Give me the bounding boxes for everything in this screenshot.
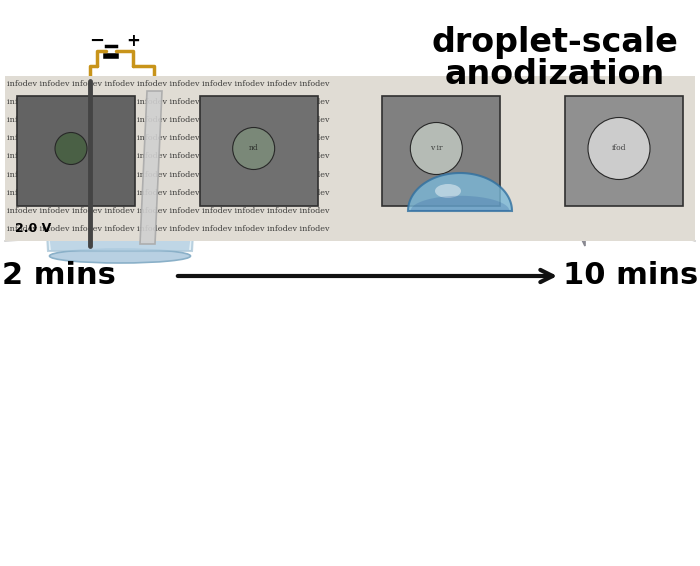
- Text: infodev infodev infodev infodev infodev infodev infodev infodev infodev infodev: infodev infodev infodev infodev infodev …: [7, 188, 332, 197]
- Text: nd: nd: [248, 144, 258, 152]
- Polygon shape: [278, 158, 307, 194]
- Polygon shape: [370, 179, 585, 233]
- Polygon shape: [565, 179, 585, 246]
- Text: ifod: ifod: [612, 144, 626, 152]
- Bar: [382, 96, 500, 205]
- Bar: [5, 76, 695, 241]
- Text: infodev infodev infodev infodev infodev infodev infodev infodev infodev infodev: infodev infodev infodev infodev infodev …: [7, 116, 332, 125]
- Text: infodev infodev infodev infodev infodev infodev infodev infodev infodev infodev: infodev infodev infodev infodev infodev …: [7, 170, 332, 179]
- Text: +: +: [656, 188, 668, 204]
- Text: infodev infodev infodev infodev infodev infodev infodev infodev infodev infodev: infodev infodev infodev infodev infodev …: [7, 134, 332, 143]
- Polygon shape: [370, 179, 565, 218]
- Text: 2 mins: 2 mins: [2, 261, 116, 290]
- Polygon shape: [43, 188, 197, 250]
- Ellipse shape: [408, 204, 512, 218]
- Circle shape: [55, 132, 87, 165]
- Polygon shape: [330, 158, 359, 194]
- Ellipse shape: [43, 180, 197, 196]
- Polygon shape: [140, 91, 162, 244]
- Text: infodev infodev infodev infodev infodev infodev infodev infodev infodev infodev: infodev infodev infodev infodev infodev …: [7, 152, 332, 161]
- Ellipse shape: [102, 215, 154, 237]
- Text: −: −: [656, 178, 668, 194]
- Circle shape: [588, 118, 650, 179]
- Polygon shape: [408, 173, 512, 211]
- Text: 10 mins: 10 mins: [563, 261, 698, 290]
- Bar: [565, 96, 683, 205]
- Text: anodization: anodization: [445, 58, 665, 91]
- Bar: [17, 96, 135, 205]
- Polygon shape: [42, 141, 198, 251]
- Text: infodev infodev infodev infodev infodev infodev infodev infodev infodev infodev: infodev infodev infodev infodev infodev …: [7, 225, 332, 233]
- Text: 2.0 V: 2.0 V: [15, 222, 51, 235]
- Circle shape: [410, 122, 462, 174]
- Polygon shape: [411, 196, 510, 211]
- Text: infodev infodev infodev infodev infodev infodev infodev infodev infodev infodev: infodev infodev infodev infodev infodev …: [7, 98, 332, 106]
- Ellipse shape: [41, 132, 199, 150]
- Text: infodev infodev infodev infodev infodev infodev infodev infodev infodev infodev: infodev infodev infodev infodev infodev …: [7, 207, 332, 215]
- Text: −: −: [90, 32, 104, 50]
- Bar: [199, 96, 318, 205]
- Ellipse shape: [435, 184, 461, 198]
- Ellipse shape: [50, 249, 190, 263]
- Text: +: +: [126, 32, 140, 50]
- Text: droplet-scale: droplet-scale: [432, 26, 678, 59]
- Text: v ir: v ir: [430, 144, 442, 152]
- Text: infodev infodev infodev infodev infodev infodev infodev infodev infodev infodev: infodev infodev infodev infodev infodev …: [7, 80, 332, 88]
- Circle shape: [232, 127, 274, 169]
- Polygon shape: [304, 158, 333, 194]
